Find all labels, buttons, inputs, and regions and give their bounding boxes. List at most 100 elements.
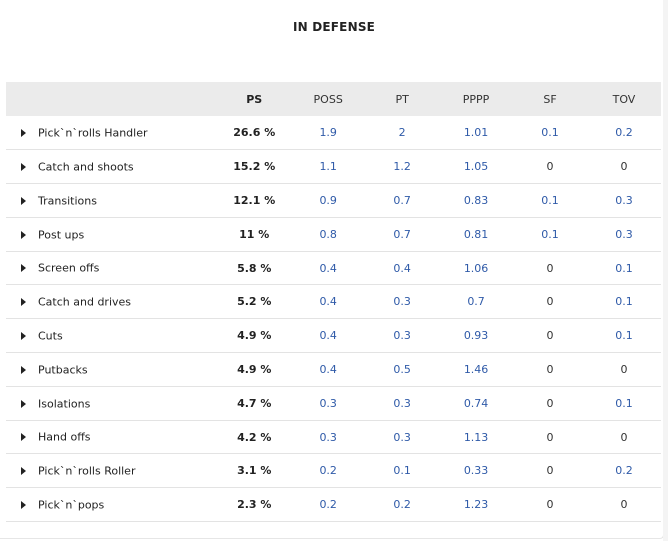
cell-poss: 0.4 [319,261,337,275]
cell-pppp: 1.05 [463,160,489,174]
row-name-cell[interactable]: Catch and drives [6,285,217,319]
cell-tov: 0 [620,160,628,174]
cell-sf: 0 [546,498,554,512]
cell-pt: 0.7 [393,193,411,207]
cell-ps: 12.1 % [233,193,276,207]
cell-ps: 4.9 % [237,329,272,343]
section-title: IN DEFENSE [292,20,376,34]
table-row[interactable]: Pick`n`rolls Roller 3.1 % 0.2 0.1 0.33 0 0.2 [6,454,661,488]
cell-poss: 0.8 [319,227,337,241]
table-row[interactable]: Pick`n`pops 2.3 % 0.2 0.2 1.23 0 0 [6,488,661,522]
expand-triangle-icon[interactable] [21,128,26,137]
row-name-cell[interactable]: Screen offs [6,251,217,285]
cell-poss: 1.1 [319,160,337,174]
cell-ps: 4.7 % [237,396,272,410]
cell-pt: 2 [398,126,406,140]
cell-sf: 0 [546,362,554,376]
cell-pppp: 0.83 [463,193,489,207]
header-empty [6,82,217,116]
cell-ps: 4.2 % [237,430,272,444]
expand-triangle-icon[interactable] [21,365,26,374]
cell-sf: 0 [546,430,554,444]
cell-sf: 0.1 [541,193,559,207]
cell-pppp: 1.01 [463,126,489,140]
row-label: Catch and drives [38,295,132,309]
cell-pppp: 0.7 [467,295,485,309]
expand-triangle-icon[interactable] [21,331,26,340]
table-row[interactable]: Pick`n`rolls Handler 26.6 % 1.9 2 1.01 0.1 0.2 [6,116,661,150]
row-name-cell[interactable]: Pick`n`rolls Handler [6,116,217,150]
header-poss[interactable]: POSS [313,92,343,106]
row-name-cell[interactable]: Putbacks [6,353,217,387]
row-name-cell[interactable]: Cuts [6,319,217,353]
cell-tov: 0.3 [615,227,633,241]
row-name-cell[interactable]: Isolations [6,386,217,420]
scrollbar[interactable] [663,0,668,541]
cell-tov: 0 [620,498,628,512]
header-pppp[interactable]: PPPP [462,92,490,106]
table-row[interactable]: Post ups 11 % 0.8 0.7 0.81 0.1 0.3 [6,217,661,252]
cell-ps: 11 % [239,227,270,241]
table-header-row: PS POSS PT PPPP SF TOV [6,82,661,116]
cell-tov: 0.1 [615,295,633,309]
cell-poss: 0.4 [319,362,337,376]
table-row[interactable]: Cuts 4.9 % 0.4 0.3 0.93 0 0.1 [6,319,661,353]
table-row[interactable]: Catch and drives 5.2 % 0.4 0.3 0.7 0 0.1 [6,285,661,319]
cell-poss: 0.4 [319,329,337,343]
expand-triangle-icon[interactable] [21,298,26,307]
cell-tov: 0.1 [615,329,633,343]
cell-pt: 0.4 [393,261,411,275]
row-name-cell[interactable]: Hand offs [6,420,217,454]
cell-tov: 0.1 [615,261,633,275]
row-label: Screen offs [38,261,100,275]
row-name-cell[interactable]: Post ups [6,217,217,251]
header-ps[interactable]: PS [246,92,263,106]
header-pt[interactable]: PT [395,92,409,106]
cell-ps: 15.2 % [233,160,276,174]
cell-sf: 0.1 [541,227,559,241]
header-tov[interactable]: TOV [612,92,636,106]
cell-poss: 1.9 [319,126,337,140]
cell-sf: 0 [546,396,554,410]
row-label: Pick`n`rolls Handler [38,126,148,140]
cell-pt: 0.2 [393,498,411,512]
expand-triangle-icon[interactable] [21,433,26,442]
expand-triangle-icon[interactable] [21,230,26,239]
table-row[interactable]: Catch and shoots 15.2 % 1.1 1.2 1.05 0 0 [6,150,661,184]
table-row[interactable]: Isolations 4.7 % 0.3 0.3 0.74 0 0.1 [6,386,661,421]
table-row[interactable]: Putbacks 4.9 % 0.4 0.5 1.46 0 0 [6,353,661,387]
cell-sf: 0.1 [541,126,559,140]
expand-triangle-icon[interactable] [21,162,26,171]
cell-ps: 2.3 % [237,498,272,512]
row-name-cell[interactable]: Pick`n`pops [6,488,217,522]
header-sf[interactable]: SF [543,92,557,106]
row-label: Hand offs [38,430,91,444]
cell-ps: 3.1 % [237,464,272,478]
table-row[interactable]: Transitions 12.1 % 0.9 0.7 0.83 0.1 0.3 [6,184,661,218]
cell-tov: 0 [620,430,628,444]
row-name-cell[interactable]: Transitions [6,184,217,218]
table-row[interactable]: Hand offs 4.2 % 0.3 0.3 1.13 0 0 [6,420,661,454]
cell-sf: 0 [546,295,554,309]
expand-triangle-icon[interactable] [21,467,26,476]
cell-pppp: 0.93 [463,329,489,343]
cell-ps: 5.8 % [237,261,272,275]
cell-pt: 0.3 [393,430,411,444]
cell-poss: 0.2 [319,464,337,478]
cell-pppp: 1.23 [463,498,489,512]
cell-tov: 0.2 [615,126,633,140]
cell-pt: 0.7 [393,227,411,241]
expand-triangle-icon[interactable] [21,196,26,205]
cell-sf: 0 [546,160,554,174]
cell-ps: 4.9 % [237,362,272,376]
row-name-cell[interactable]: Pick`n`rolls Roller [6,454,217,488]
cell-poss: 0.2 [319,498,337,512]
cell-sf: 0 [546,329,554,343]
expand-triangle-icon[interactable] [21,399,26,408]
expand-triangle-icon[interactable] [21,264,26,273]
cell-poss: 0.9 [319,193,337,207]
cell-tov: 0.1 [615,396,633,410]
table-row[interactable]: Screen offs 5.8 % 0.4 0.4 1.06 0 0.1 [6,251,661,285]
row-name-cell[interactable]: Catch and shoots [6,150,217,184]
expand-triangle-icon[interactable] [21,500,26,509]
